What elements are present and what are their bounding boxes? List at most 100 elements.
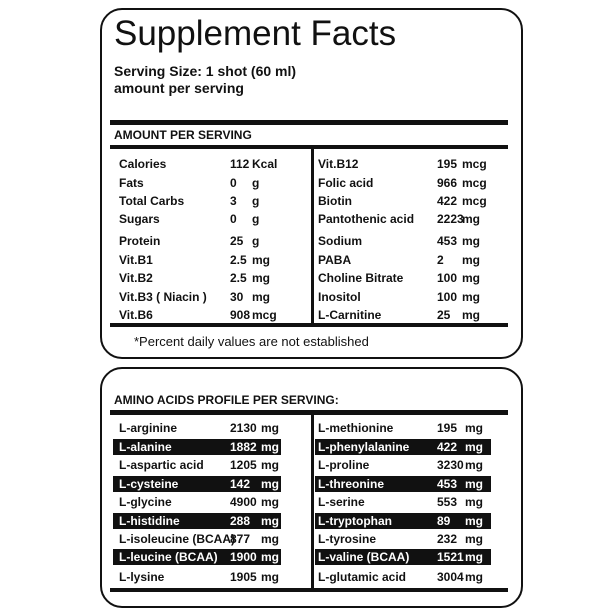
rule xyxy=(110,410,508,415)
amount: 0 xyxy=(230,176,237,190)
unit: mg xyxy=(261,550,279,564)
nutrient-name: L-Carnitine xyxy=(318,308,382,322)
nutrient-name: Vit.B6 xyxy=(119,308,153,322)
amount: 908 xyxy=(230,308,251,322)
unit: mg xyxy=(261,532,279,546)
amount: 2.5 xyxy=(230,271,247,285)
amount: 3 xyxy=(230,194,237,208)
unit: mg xyxy=(261,458,279,472)
nutrient-name: Biotin xyxy=(318,194,352,208)
nutrient-name: Total Carbs xyxy=(119,194,185,208)
unit: mg xyxy=(261,495,279,509)
amount: 195 xyxy=(437,157,458,171)
unit: mg xyxy=(465,440,483,454)
nutrient-name: L-proline xyxy=(318,458,370,472)
unit: mcg xyxy=(462,157,487,171)
unit: mg xyxy=(465,495,483,509)
amount: 195 xyxy=(437,421,458,435)
nutrient-name: Fats xyxy=(119,176,144,190)
unit: mg xyxy=(261,514,279,528)
divider xyxy=(311,415,314,590)
amount: 2223 xyxy=(437,212,464,226)
amount: 2.5 xyxy=(230,253,247,267)
nutrient-name: L-cysteine xyxy=(119,477,179,491)
amount: 30 xyxy=(230,290,244,304)
amount: 453 xyxy=(437,234,458,248)
rule xyxy=(110,120,508,125)
unit: mg xyxy=(462,290,480,304)
nutrient-name: L-leucine (BCAA) xyxy=(119,550,218,564)
unit: mg xyxy=(261,570,279,584)
row-highlight xyxy=(113,439,281,455)
amount: 877 xyxy=(230,532,251,546)
facts-panel xyxy=(100,8,523,359)
unit: mg xyxy=(252,271,270,285)
unit: mg xyxy=(261,440,279,454)
nutrient-name: Sugars xyxy=(119,212,160,226)
amount: 142 xyxy=(230,477,251,491)
nutrient-name: Sodium xyxy=(318,234,362,248)
unit: mg xyxy=(462,308,480,322)
amount: 3230 xyxy=(437,458,464,472)
nutrient-name: L-tyrosine xyxy=(318,532,377,546)
section-header: AMOUNT PER SERVING xyxy=(114,128,252,142)
serving-size: Serving Size: 1 shot (60 ml) xyxy=(114,63,297,79)
nutrient-name: L-tryptophan xyxy=(318,514,392,528)
amount: 422 xyxy=(437,194,458,208)
amount: 0 xyxy=(230,212,237,226)
row-highlight xyxy=(315,439,491,455)
amount: 4900 xyxy=(230,495,257,509)
rule xyxy=(110,588,508,592)
rule xyxy=(110,145,508,149)
row-highlight xyxy=(113,476,281,492)
row-highlight xyxy=(315,513,491,529)
divider xyxy=(311,149,314,324)
amount: 112 xyxy=(230,157,250,171)
nutrient-name: L-phenylalanine xyxy=(318,440,410,454)
nutrient-name: L-aspartic acid xyxy=(119,458,204,472)
amount: 1205 xyxy=(230,458,257,472)
amount: 232 xyxy=(437,532,458,546)
amount: 100 xyxy=(437,271,458,285)
amount: 1905 xyxy=(230,570,257,584)
title: Supplement Facts xyxy=(114,14,397,53)
footnote: *Percent daily values are not establishe… xyxy=(134,334,369,349)
nutrient-name: L-threonine xyxy=(318,477,384,491)
nutrient-name: L-serine xyxy=(318,495,365,509)
amount: 25 xyxy=(230,234,244,248)
nutrient-name: L-lysine xyxy=(119,570,165,584)
nutrient-name: Calories xyxy=(119,157,167,171)
unit: mg xyxy=(462,253,480,267)
unit: mg xyxy=(252,290,270,304)
unit: Kcal xyxy=(252,157,278,171)
nutrient-name: Pantothenic acid xyxy=(318,212,415,226)
nutrient-name: L-glutamic acid xyxy=(318,570,407,584)
nutrient-name: L-isoleucine (BCAA) xyxy=(119,532,236,546)
row-highlight xyxy=(113,513,281,529)
amount: 1882 xyxy=(230,440,257,454)
amount: 1900 xyxy=(230,550,257,564)
unit: mg xyxy=(252,253,270,267)
section-header: AMINO ACIDS PROFILE PER SERVING: xyxy=(114,393,339,407)
unit: mg xyxy=(462,212,480,226)
amount: 2 xyxy=(437,253,444,267)
nutrient-name: Vit.B2 xyxy=(119,271,153,285)
amount: 553 xyxy=(437,495,458,509)
unit: mg xyxy=(465,421,483,435)
unit: g xyxy=(252,234,260,248)
unit: mg xyxy=(261,421,279,435)
unit: g xyxy=(252,176,260,190)
nutrient-name: L-arginine xyxy=(119,421,178,435)
unit: mg xyxy=(465,570,483,584)
row-highlight xyxy=(113,549,281,565)
amount: 453 xyxy=(437,477,458,491)
unit: g xyxy=(252,212,260,226)
row-highlight xyxy=(315,549,491,565)
amount: 2130 xyxy=(230,421,257,435)
nutrient-name: PABA xyxy=(318,253,352,267)
row-highlight xyxy=(315,476,491,492)
nutrient-name: L-glycine xyxy=(119,495,172,509)
nutrient-name: Vit.B3 ( Niacin ) xyxy=(119,290,207,304)
nutrient-name: L-methionine xyxy=(318,421,394,435)
amount: 288 xyxy=(230,514,251,528)
